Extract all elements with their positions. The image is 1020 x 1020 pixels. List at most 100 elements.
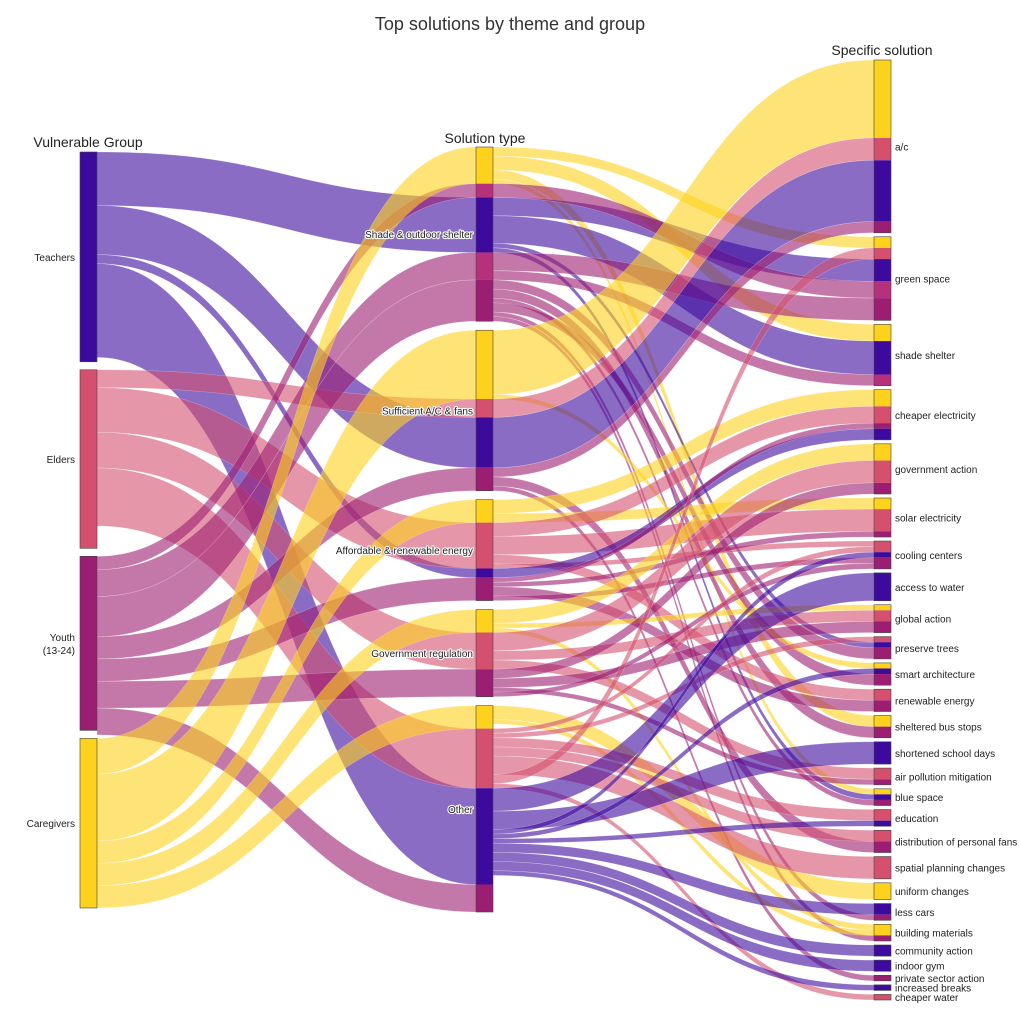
- label-shade-outdoor-shelter: Shade & outdoor shelter: [365, 230, 474, 241]
- label-less-cars: less cars: [895, 908, 934, 919]
- node-cooling-centers-segment: [874, 541, 891, 553]
- node-elders-segment: [80, 369, 97, 549]
- column-title-solution-type: Solution type: [445, 130, 526, 146]
- node-solar-electricity-segment: [874, 498, 891, 510]
- node-caregivers: [79, 738, 98, 909]
- node-government-action: [873, 443, 892, 495]
- node-shade-outdoor-shelter-segment: [476, 252, 493, 280]
- node-private-sector-action-segment: [874, 975, 891, 981]
- node-shade-outdoor-shelter: [475, 146, 494, 322]
- node-government-action-outline: [873, 443, 892, 495]
- node-sufficient-a-c-fans-segment: [476, 467, 493, 491]
- label-solar-electricity: solar electricity: [895, 514, 961, 525]
- node-shade-outdoor-shelter-segment: [476, 183, 493, 198]
- node-cheaper-water-segment: [874, 994, 891, 1000]
- node-preserve-trees-segment: [874, 642, 891, 648]
- node-renewable-energy-segment: [874, 689, 891, 701]
- node-a-c-segment: [874, 138, 891, 161]
- sankey-labels: Teachers Elders Youth (13-24) Caregivers Shad…: [27, 142, 1018, 1004]
- node-air-pollution-mitigation: [873, 767, 892, 786]
- node-blue-space-segment: [874, 799, 891, 806]
- node-cheaper-electricity-segment: [874, 406, 891, 424]
- node-solar-electricity: [873, 497, 892, 538]
- node-distribution-of-personal-fans-outline: [873, 829, 892, 853]
- node-sheltered-bus-stops-outline: [873, 715, 892, 739]
- label-sufficient-a-c-fans: Sufficient A/C & fans: [382, 406, 473, 417]
- node-shortened-school-days: [873, 741, 892, 765]
- node-youth: [79, 556, 98, 731]
- node-cheaper-water: [873, 994, 892, 1001]
- node-community-action-segment: [874, 944, 891, 957]
- node-education-segment: [874, 820, 891, 827]
- node-global-action-segment: [874, 604, 891, 611]
- label-increased-breaks: increased breaks: [895, 984, 971, 995]
- label-green-space: green space: [895, 275, 950, 286]
- node-other-segment: [476, 884, 493, 912]
- label-blue-space: blue space: [895, 793, 944, 804]
- label-teachers: Teachers: [34, 253, 75, 264]
- node-smart-architecture-outline: [873, 662, 892, 686]
- node-affordable-renewable-energy-outline: [475, 499, 494, 601]
- node-teachers-outline: [79, 151, 98, 363]
- label-preserve-trees: preserve trees: [895, 644, 959, 655]
- node-renewable-energy: [873, 688, 892, 712]
- label-uniform-changes: uniform changes: [895, 887, 969, 898]
- node-blue-space-outline: [873, 788, 892, 806]
- node-cheaper-electricity-outline: [873, 389, 892, 441]
- node-government-regulation-segment: [476, 632, 493, 670]
- node-affordable-renewable-energy: [475, 499, 494, 601]
- node-government-regulation: [475, 609, 494, 697]
- node-cheaper-electricity-segment: [874, 428, 891, 440]
- label-spatial-planning-changes: spatial planning changes: [895, 864, 1005, 875]
- node-building-materials-segment: [874, 935, 891, 941]
- node-sufficient-a-c-fans-segment: [476, 417, 493, 468]
- sankey-nodes: [79, 59, 892, 1001]
- node-uniform-changes-segment: [874, 882, 891, 900]
- node-cooling-centers-outline: [873, 540, 892, 570]
- node-uniform-changes-outline: [873, 882, 892, 900]
- node-private-sector-action: [873, 974, 892, 982]
- node-community-action-outline: [873, 944, 892, 957]
- node-access-to-water: [873, 572, 892, 602]
- node-cheaper-electricity-segment: [874, 389, 891, 407]
- node-a-c-outline: [873, 59, 892, 234]
- node-less-cars-segment: [874, 914, 891, 921]
- node-green-space-segment: [874, 236, 891, 248]
- node-solar-electricity-segment: [874, 531, 891, 538]
- node-affordable-renewable-energy-segment: [476, 499, 493, 523]
- node-a-c: [873, 59, 892, 234]
- label-shortened-school-days: shortened school days: [895, 749, 995, 760]
- node-education-outline: [873, 809, 892, 827]
- node-spatial-planning-changes-outline: [873, 856, 892, 880]
- node-preserve-trees-outline: [873, 636, 892, 660]
- node-shortened-school-days-segment: [874, 741, 891, 765]
- node-air-pollution-mitigation-segment: [874, 768, 891, 780]
- node-sheltered-bus-stops-segment: [874, 726, 891, 738]
- node-elders: [79, 369, 98, 549]
- node-global-action-segment: [874, 610, 891, 622]
- node-access-to-water-outline: [873, 572, 892, 602]
- node-other: [475, 705, 494, 913]
- label-renewable-energy: renewable energy: [895, 696, 975, 707]
- node-smart-architecture-segment: [874, 668, 891, 675]
- node-community-action: [873, 944, 892, 957]
- node-shortened-school-days-outline: [873, 741, 892, 765]
- node-green-space: [873, 236, 892, 321]
- label-smart-architecture: smart architecture: [895, 670, 975, 681]
- node-shade-shelter-segment: [874, 341, 891, 375]
- label-cheaper-water: cheaper water: [895, 993, 959, 1004]
- node-global-action-segment: [874, 621, 891, 633]
- node-teachers-segment: [80, 152, 97, 362]
- label-shade-shelter: shade shelter: [895, 351, 956, 362]
- node-government-regulation-segment: [476, 669, 493, 697]
- node-sufficient-a-c-fans-segment: [476, 330, 493, 399]
- node-a-c-segment: [874, 221, 891, 233]
- node-cheaper-electricity: [873, 389, 892, 441]
- node-education: [873, 809, 892, 827]
- label-affordable-renewable-energy: Affordable & renewable energy: [336, 546, 473, 557]
- node-sufficient-a-c-fans: [475, 329, 494, 491]
- label-sheltered-bus-stops: sheltered bus stops: [895, 723, 982, 734]
- node-smart-architecture-segment: [874, 674, 891, 686]
- node-distribution-of-personal-fans-segment: [874, 841, 891, 853]
